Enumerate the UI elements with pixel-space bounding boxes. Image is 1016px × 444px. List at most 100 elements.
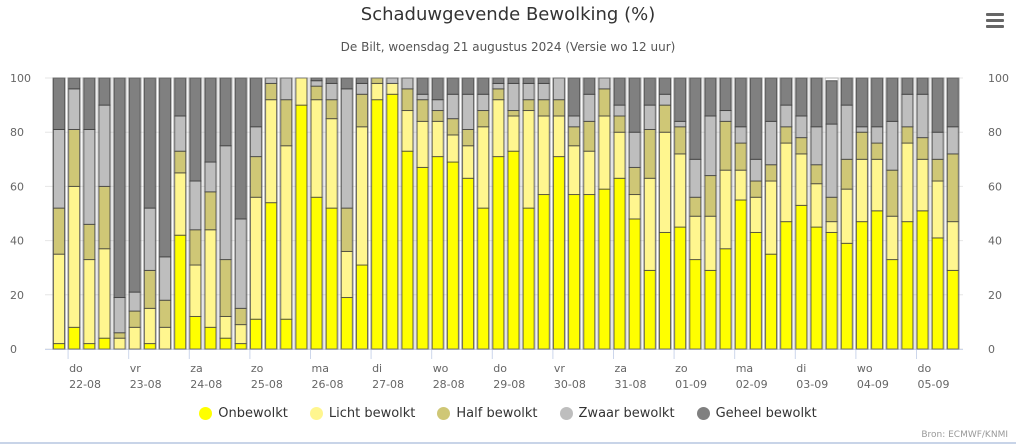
bar-outline <box>355 77 369 350</box>
bar-outline <box>551 77 566 350</box>
bar-segment-licht-bewolkt <box>280 145 293 320</box>
bar-segment-half-bewolkt <box>371 77 384 84</box>
bar-segment-zwaar-bewolkt <box>901 93 914 128</box>
bar-outline <box>567 77 582 350</box>
bar-segment-licht-bewolkt <box>462 145 475 179</box>
bar-segment-licht-bewolkt <box>492 99 505 158</box>
bar-segment-zwaar-bewolkt <box>68 88 81 130</box>
legend-item-zwaar-bewolkt[interactable]: Zwaar bewolkt <box>559 406 675 421</box>
bar-segment-licht-bewolkt <box>613 131 626 179</box>
bar-stack <box>854 77 869 350</box>
bar-stack <box>536 77 551 350</box>
bar-segment-half-bewolkt <box>68 128 81 187</box>
bar-segment-zwaar-bewolkt <box>583 93 596 122</box>
y-axis-left: 0 20 40 60 80 100 <box>10 72 31 356</box>
y-tick-label-right: 80 <box>988 126 1002 139</box>
bar-segment-licht-bewolkt <box>371 82 384 101</box>
legend-item-geheel-bewolkt[interactable]: Geheel bewolkt <box>696 406 817 421</box>
bar-segment-licht-bewolkt <box>825 221 838 233</box>
bar-segment-zwaar-bewolkt <box>598 77 611 90</box>
bar-segment-zwaar-bewolkt <box>462 93 475 130</box>
bar-segment-geheel-bewolkt <box>159 77 172 258</box>
bar-segment-half-bewolkt <box>734 142 747 171</box>
bar-segment-zwaar-bewolkt <box>522 82 535 101</box>
x-tick-label-day: di <box>372 362 382 375</box>
bar-segment-geheel-bewolkt <box>189 77 202 182</box>
bar-segment-onbewolkt <box>174 234 187 350</box>
legend-item-onbewolkt[interactable]: Onbewolkt <box>199 406 288 421</box>
bar-segment-geheel-bewolkt <box>855 77 868 128</box>
legend-item-half-bewolkt[interactable]: Half bewolkt <box>437 406 538 421</box>
stacked-bar-chart: 0 20 40 60 80 100 0 20 40 60 80 100 do 22-08 vr 23-08… <box>10 72 1009 391</box>
bar-stack <box>370 77 385 350</box>
legend-marker-icon <box>559 407 573 420</box>
bar-stack <box>67 77 82 350</box>
bar-segment-licht-bewolkt <box>128 326 141 350</box>
bar-segment-licht-bewolkt <box>643 177 656 271</box>
bar-segment-onbewolkt <box>249 318 262 350</box>
bar-segment-geheel-bewolkt <box>749 77 762 160</box>
bar-segment-onbewolkt <box>749 231 762 350</box>
bar-stack <box>551 77 566 350</box>
y-tick-label-left: 60 <box>10 180 24 193</box>
bar-segment-onbewolkt <box>795 204 808 350</box>
bar-segment-geheel-bewolkt <box>219 77 232 147</box>
bar-segment-half-bewolkt <box>340 207 353 252</box>
bar-segment-geheel-bewolkt <box>568 77 581 117</box>
bar-segment-geheel-bewolkt <box>522 77 535 84</box>
bar-outline <box>415 77 430 350</box>
y-tick-label-left: 100 <box>10 72 31 85</box>
bar-stack <box>400 77 415 350</box>
bar-segment-onbewolkt <box>386 93 399 350</box>
bar-segment-onbewolkt <box>295 104 308 350</box>
bar-segment-zwaar-bewolkt <box>780 104 793 128</box>
bar-segment-half-bewolkt <box>249 156 262 198</box>
bar-segment-half-bewolkt <box>477 110 490 128</box>
x-tick-label-day: zo <box>675 362 688 375</box>
bar-stack <box>430 77 445 350</box>
bar-segment-half-bewolkt <box>704 175 717 217</box>
legend-item-licht-bewolkt[interactable]: Licht bewolkt <box>309 406 415 421</box>
bar-outline <box>597 77 612 350</box>
x-tick-label-day: za <box>614 362 627 375</box>
bar-segment-zwaar-bewolkt <box>189 180 202 231</box>
x-tick-label-date: 05-09 <box>917 378 949 391</box>
bar-outline <box>900 77 915 350</box>
bar-stack <box>476 77 491 350</box>
bar-outline <box>142 77 157 350</box>
bar-segment-licht-bewolkt <box>98 248 111 339</box>
bar-segment-half-bewolkt <box>643 128 656 179</box>
bar-stack <box>809 77 824 350</box>
bar-segment-half-bewolkt <box>431 110 444 122</box>
bar-segment-zwaar-bewolkt <box>659 93 671 106</box>
bar-outline <box>461 77 476 350</box>
bar-stack <box>870 77 885 350</box>
bar-segment-licht-bewolkt <box>295 77 308 106</box>
bar-outline <box>915 77 930 350</box>
bar-segment-onbewolkt <box>234 343 247 350</box>
bar-stack <box>824 77 839 350</box>
bar-segment-geheel-bewolkt <box>340 77 353 90</box>
bar-stack <box>718 77 733 350</box>
bar-segment-geheel-bewolkt <box>98 77 111 106</box>
hamburger-menu-icon[interactable] <box>984 10 1006 30</box>
bar-stack <box>688 77 703 350</box>
bar-outline <box>930 77 945 350</box>
bar-segment-onbewolkt <box>871 210 884 350</box>
bar-stack <box>112 77 127 350</box>
bar-outline <box>279 77 294 350</box>
bar-segment-licht-bewolkt <box>113 337 126 350</box>
legend-label: Half bewolkt <box>456 406 538 421</box>
bar-segment-geheel-bewolkt <box>537 77 550 84</box>
x-tick-label-day: do <box>493 362 507 375</box>
bar-segment-half-bewolkt <box>568 126 581 147</box>
bar-segment-onbewolkt <box>325 207 338 350</box>
bar-stack <box>900 77 915 350</box>
credits[interactable]: Bron: ECMWF/KNMI <box>921 430 1008 440</box>
bar-segment-licht-bewolkt <box>507 115 520 152</box>
bar-stack <box>642 77 657 350</box>
bar-segment-half-bewolkt <box>810 164 823 185</box>
bar-stack <box>885 77 900 350</box>
bar-stack <box>794 77 809 350</box>
x-tick-label-date: 25-08 <box>251 378 283 391</box>
